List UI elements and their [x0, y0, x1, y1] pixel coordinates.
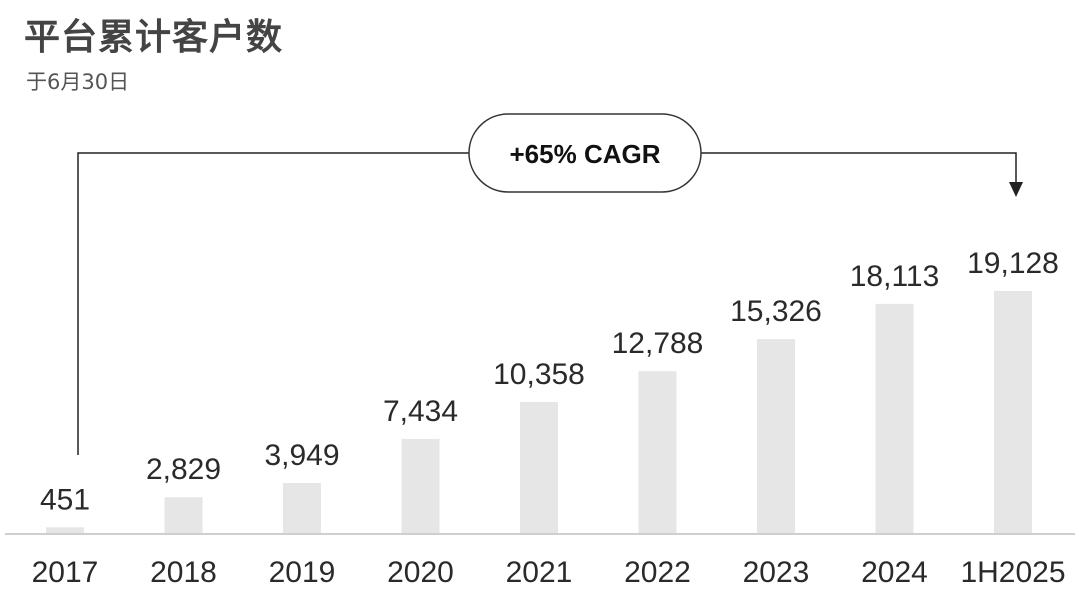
- page-title: 平台累计客户数: [24, 17, 284, 58]
- value-labels-group: 451 2,829 3,949 7,434 10,358 12,788 15,326 18,1…: [40, 247, 1059, 516]
- value-label-2017: 451: [40, 483, 90, 516]
- bar-2022: [638, 371, 677, 533]
- bar-2019: [283, 483, 321, 533]
- x-tick-1H2025: 1H2025: [960, 556, 1065, 589]
- page-subtitle: 于6月30日: [26, 70, 130, 94]
- x-tick-2024: 2024: [861, 556, 928, 589]
- cagr-badge: [468, 113, 702, 193]
- value-label-2020: 7,434: [383, 395, 458, 428]
- value-label-2022: 12,788: [612, 327, 704, 360]
- bar-2024: [875, 303, 914, 533]
- x-tick-2023: 2023: [743, 556, 810, 589]
- cagr-connector-line: [77, 152, 1017, 455]
- x-tick-2018: 2018: [150, 556, 217, 589]
- x-tick-2019: 2019: [269, 556, 336, 589]
- bar-2020: [401, 438, 440, 533]
- value-label-2023: 15,326: [730, 295, 822, 328]
- value-label-1H2025: 19,128: [967, 247, 1059, 280]
- x-tick-2017: 2017: [32, 556, 99, 589]
- value-label-2024: 18,113: [850, 260, 940, 293]
- x-axis-ticks-group: 2017 2018 2019 2020 2021 2022 2023 2024 1H2025: [32, 556, 1066, 589]
- bar-2023: [757, 339, 795, 533]
- bar-2017: [46, 527, 84, 533]
- bar-2021: [520, 401, 558, 533]
- bar-2018: [164, 497, 203, 533]
- x-tick-2021: 2021: [506, 556, 573, 589]
- value-label-2018: 2,829: [146, 453, 221, 486]
- bar-1H2025: [994, 291, 1032, 533]
- value-label-2021: 10,358: [493, 358, 585, 391]
- bars-group: [46, 291, 1032, 533]
- cagr-arrow-icon: [1009, 182, 1023, 197]
- x-tick-2022: 2022: [624, 556, 691, 589]
- value-label-2019: 3,949: [264, 439, 339, 472]
- x-tick-2020: 2020: [387, 556, 454, 589]
- cagr-label: +65% CAGR: [510, 139, 661, 169]
